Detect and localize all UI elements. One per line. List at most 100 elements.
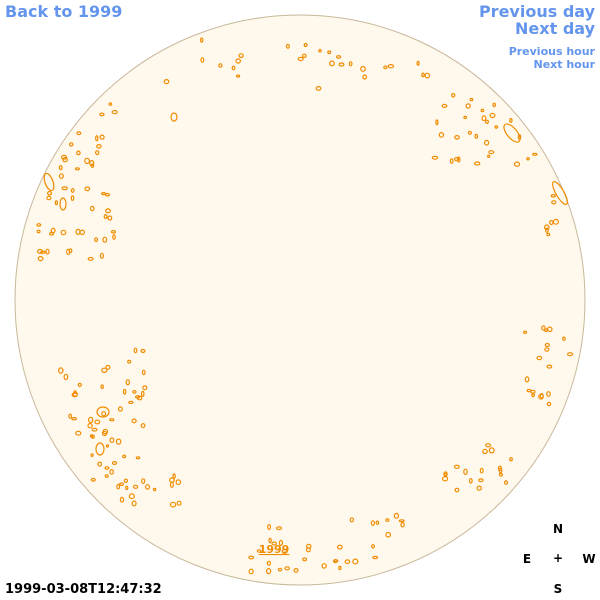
contour-mark xyxy=(58,173,64,180)
contour-mark xyxy=(327,50,332,55)
contour-mark xyxy=(90,453,94,458)
contour-mark xyxy=(454,135,460,140)
back-to-year-link[interactable]: Back to 1999 xyxy=(5,2,123,21)
contour-mark xyxy=(489,112,496,119)
contour-mark xyxy=(71,417,77,421)
contour-mark xyxy=(400,521,405,528)
contour-mark xyxy=(278,539,283,547)
contour-mark xyxy=(321,563,327,569)
contour-mark xyxy=(297,56,304,62)
contour-mark xyxy=(140,423,146,429)
contour-mark xyxy=(492,102,497,108)
contour-mark xyxy=(485,119,490,125)
contour-mark xyxy=(58,165,63,171)
contour-mark xyxy=(267,523,272,530)
contour-mark xyxy=(169,501,177,508)
contour-mark xyxy=(474,161,481,166)
contour-mark xyxy=(504,480,509,485)
contour-mark xyxy=(94,150,100,156)
contour-mark xyxy=(431,155,439,160)
contour-mark xyxy=(102,236,108,243)
contour-mark xyxy=(531,393,535,398)
contour-region xyxy=(170,112,178,122)
contour-region xyxy=(503,123,521,143)
contour-mark xyxy=(256,549,262,553)
contour-mark xyxy=(509,457,513,462)
contour-mark xyxy=(385,531,392,538)
contour-mark xyxy=(541,325,546,331)
contour-mark xyxy=(175,479,182,486)
next-day-link[interactable]: Next day xyxy=(515,19,595,38)
contour-mark xyxy=(416,60,420,66)
contour-mark xyxy=(265,567,272,575)
contour-mark xyxy=(303,42,308,48)
contour-mark xyxy=(91,427,98,432)
contour-mark xyxy=(275,526,283,531)
contour-mark xyxy=(550,194,556,198)
contour-mark xyxy=(456,156,461,163)
contour-mark xyxy=(163,78,170,85)
contour-mark xyxy=(281,548,288,555)
contour-mark xyxy=(442,476,449,482)
contour-mark xyxy=(360,65,366,72)
contour-mark xyxy=(76,150,81,156)
previous-day-link[interactable]: Previous day xyxy=(478,2,595,21)
contour-mark xyxy=(522,330,528,334)
contour-mark xyxy=(467,130,472,135)
contour-mark xyxy=(277,567,283,572)
contour-mark xyxy=(99,252,105,259)
contour-mark xyxy=(140,348,146,354)
contour-mark xyxy=(111,461,118,466)
next-hour-link[interactable]: Next hour xyxy=(533,58,596,71)
compass-east-label: E xyxy=(522,552,532,566)
contour-mark xyxy=(231,65,236,71)
contour-mark xyxy=(236,74,241,78)
contour-mark xyxy=(119,482,124,487)
contour-mark xyxy=(84,157,90,165)
contour-mark xyxy=(95,135,99,142)
contour-mark xyxy=(110,230,117,234)
contour-mark xyxy=(68,413,73,419)
contour-mark xyxy=(36,223,42,227)
contour-mark xyxy=(128,493,135,500)
observation-timestamp: 1999-03-08T12:47:32 xyxy=(5,582,162,597)
contour-mark xyxy=(101,192,106,196)
contour-mark xyxy=(72,391,79,397)
contour-mark xyxy=(372,555,379,560)
contour-mark xyxy=(329,60,335,67)
contour-mark xyxy=(109,437,115,444)
contour-mark xyxy=(45,248,50,255)
contour-mark xyxy=(338,565,342,571)
contour-mark xyxy=(104,466,110,470)
contour-mark xyxy=(383,65,388,70)
contour-mark xyxy=(119,496,125,503)
contour-mark xyxy=(122,388,127,395)
contour-mark xyxy=(536,355,543,361)
contour-mark xyxy=(488,150,495,155)
previous-hour-link[interactable]: Previous hour xyxy=(508,45,595,58)
contour-mark xyxy=(133,347,138,354)
contour-mark xyxy=(268,537,272,544)
contour-mark xyxy=(546,401,552,407)
contour-mark xyxy=(54,200,59,206)
contour-mark xyxy=(116,483,121,490)
contour-mark xyxy=(60,229,67,236)
contour-mark xyxy=(61,186,68,191)
contour-mark xyxy=(543,224,550,231)
contour-mark xyxy=(349,517,354,523)
contour-mark xyxy=(46,190,52,196)
contour-mark xyxy=(104,192,110,197)
year-label: 1999 xyxy=(259,543,290,556)
contour-mark xyxy=(544,342,551,348)
contour-mark xyxy=(122,454,127,459)
contour-mark xyxy=(99,134,105,140)
contour-mark xyxy=(484,139,490,146)
contour-mark xyxy=(530,389,536,394)
contour-mark xyxy=(305,547,311,553)
contour-mark xyxy=(123,478,129,483)
contour-mark xyxy=(285,43,290,49)
contour-mark xyxy=(87,416,94,424)
contour-mark xyxy=(482,448,488,455)
contour-mark xyxy=(125,485,129,491)
